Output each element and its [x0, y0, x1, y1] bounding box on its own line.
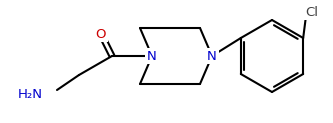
Text: O: O	[96, 28, 106, 40]
Text: N: N	[207, 49, 217, 62]
Text: N: N	[147, 49, 157, 62]
Text: H: H	[33, 87, 43, 100]
Text: Cl: Cl	[305, 6, 318, 18]
Text: H₂N: H₂N	[18, 87, 43, 100]
